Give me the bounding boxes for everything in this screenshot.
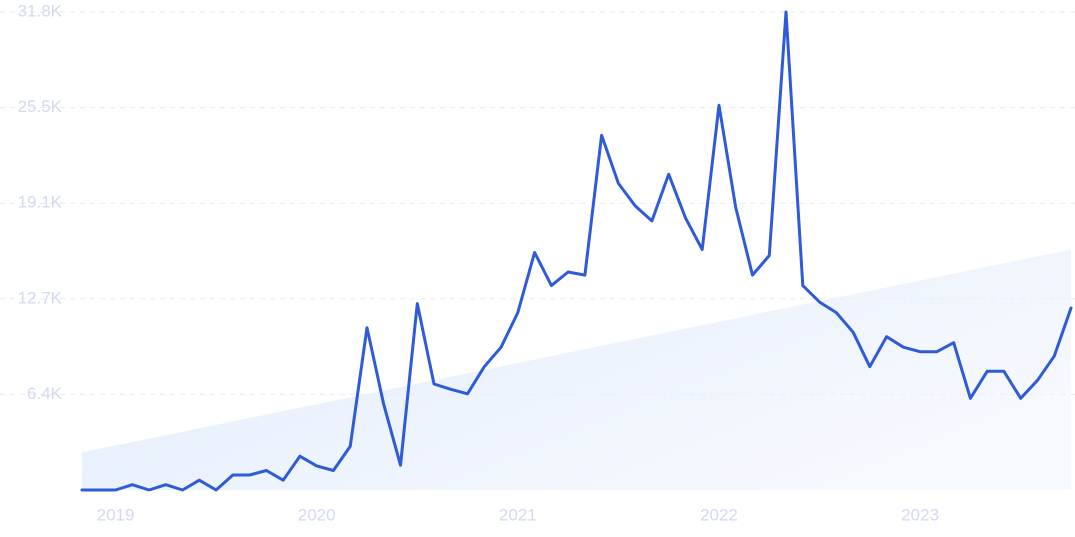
x-tick-label: 2023 — [901, 505, 939, 524]
y-tick-label: 12.7K — [18, 288, 63, 307]
data-point — [1070, 307, 1073, 310]
data-point — [768, 254, 771, 257]
x-tick-label: 2022 — [700, 505, 738, 524]
data-point — [902, 346, 905, 349]
data-point — [583, 274, 586, 277]
data-point — [1053, 355, 1056, 358]
data-point — [164, 483, 167, 486]
y-axis-ticks: 6.4K 12.7K 19.1K 25.5K 31.8K — [18, 1, 63, 402]
data-point — [785, 11, 788, 14]
data-point — [1002, 370, 1005, 373]
data-point — [650, 219, 653, 222]
data-point — [215, 489, 218, 492]
x-tick-label: 2019 — [97, 505, 135, 524]
data-point — [852, 331, 855, 334]
data-point — [550, 284, 553, 287]
data-point — [131, 483, 134, 486]
data-point — [751, 274, 754, 277]
data-point — [81, 489, 84, 492]
data-point — [231, 474, 234, 477]
y-tick-label: 19.1K — [18, 193, 63, 212]
data-point — [818, 301, 821, 304]
data-point — [332, 469, 335, 472]
data-point — [181, 489, 184, 492]
data-point — [382, 403, 385, 406]
data-point — [298, 455, 301, 458]
data-point — [986, 370, 989, 373]
data-point — [868, 365, 871, 368]
data-point — [684, 216, 687, 219]
data-point — [114, 489, 117, 492]
data-point — [600, 134, 603, 137]
data-point — [952, 341, 955, 344]
data-point — [701, 248, 704, 251]
data-point — [1036, 379, 1039, 382]
y-tick-label: 25.5K — [18, 97, 63, 116]
y-tick-label: 31.8K — [18, 1, 63, 20]
data-point — [433, 383, 436, 386]
data-point — [248, 474, 251, 477]
data-point — [734, 206, 737, 209]
data-point — [315, 464, 318, 467]
data-point — [885, 335, 888, 338]
data-point — [667, 173, 670, 176]
data-point — [483, 365, 486, 368]
data-point — [516, 311, 519, 314]
y-tick-label: 6.4K — [27, 384, 63, 403]
data-point — [449, 388, 452, 391]
data-point — [835, 311, 838, 314]
x-tick-label: 2020 — [298, 505, 336, 524]
data-point — [97, 489, 100, 492]
data-point — [500, 346, 503, 349]
data-point — [533, 251, 536, 254]
series-line — [80, 10, 1073, 492]
data-point — [198, 479, 201, 482]
data-point — [265, 469, 268, 472]
data-point — [567, 271, 570, 274]
data-point — [617, 182, 620, 185]
data-point — [919, 350, 922, 353]
data-point — [349, 445, 352, 448]
data-point — [466, 392, 469, 395]
data-point — [634, 204, 637, 207]
trend-area — [82, 249, 1071, 490]
x-tick-label: 2021 — [499, 505, 537, 524]
data-point — [416, 302, 419, 305]
data-point — [366, 326, 369, 329]
data-point — [718, 104, 721, 107]
data-point — [969, 397, 972, 400]
data-point — [1019, 397, 1022, 400]
x-axis-ticks: 2019 2020 2021 2022 2023 — [97, 505, 939, 524]
data-point — [148, 489, 151, 492]
data-point — [801, 284, 804, 287]
data-point — [282, 479, 285, 482]
data-point — [935, 350, 938, 353]
data-point — [399, 464, 402, 467]
